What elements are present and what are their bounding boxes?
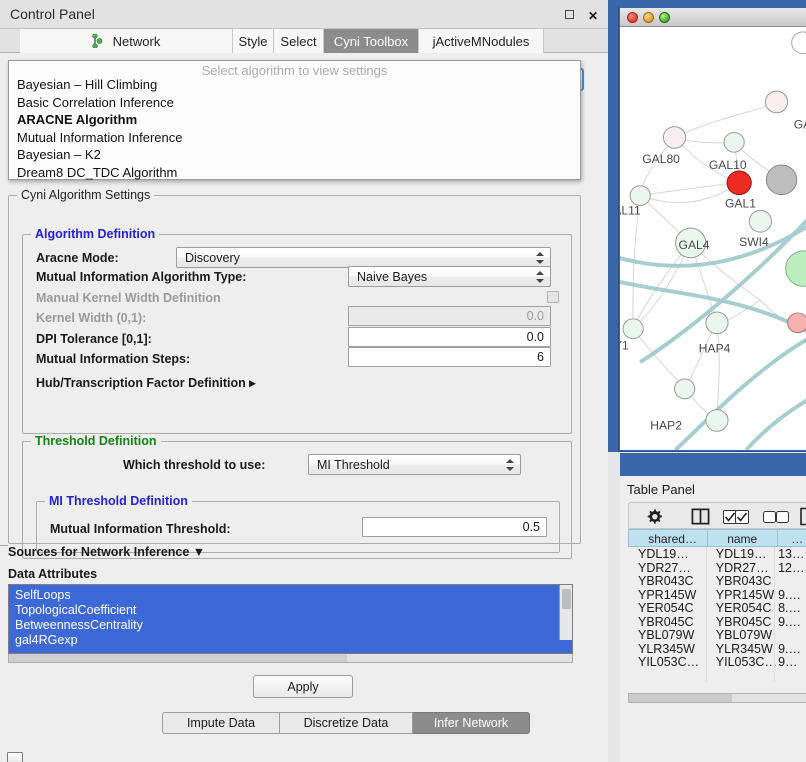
svg-text:GAL…: GAL… <box>794 118 806 132</box>
svg-text:HAP4: HAP4 <box>699 342 731 356</box>
svg-text:GAL10: GAL10 <box>709 158 747 172</box>
svg-text:GCY1: GCY1 <box>620 339 629 353</box>
svg-text:GAL11: GAL11 <box>620 203 641 217</box>
svg-text:GAL80: GAL80 <box>642 152 680 166</box>
svg-text:SWI4: SWI4 <box>739 235 769 249</box>
svg-text:GAL1: GAL1 <box>725 197 756 211</box>
svg-text:GAL4: GAL4 <box>679 238 710 252</box>
svg-text:HAP2: HAP2 <box>650 418 682 432</box>
